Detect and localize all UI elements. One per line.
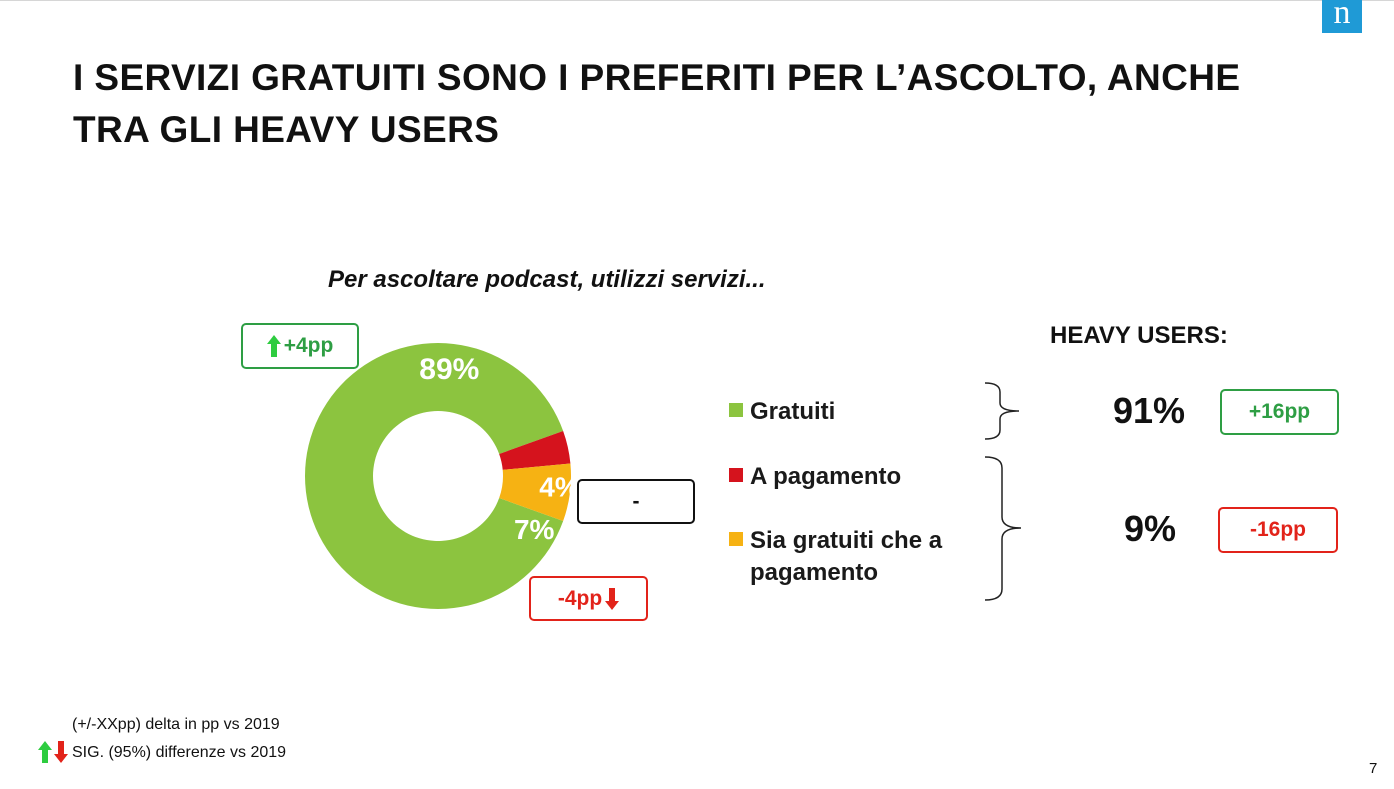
page-number: 7 <box>1369 760 1378 777</box>
chart-subtitle: Per ascoltare podcast, utilizzi servizi.… <box>328 266 766 293</box>
delta-sia-label: -4pp <box>557 586 603 610</box>
slice-sia <box>499 463 571 522</box>
legend-swatch-red <box>729 468 743 482</box>
legend-label-a-pagamento: A pagamento <box>750 463 902 490</box>
slice-label-sia: 7% <box>514 514 555 545</box>
legend-swatch-orange <box>729 532 743 546</box>
slice-gratuiti <box>305 343 564 609</box>
delta-sia-box: -4pp <box>529 576 648 621</box>
legend-swatch-green <box>729 403 743 417</box>
arrow-up-icon <box>266 335 281 357</box>
top-divider <box>0 0 1394 1</box>
heavy-gratuiti-delta-label: +16pp <box>1248 400 1311 423</box>
heavy-pagamento-pct: 9% <box>1124 508 1177 549</box>
legend-item-sia: Sia gratuiti che a pagamento <box>729 525 990 589</box>
heavy-pagamento-delta: -16pp <box>1218 507 1338 553</box>
legend-label-sia: Sia gratuiti che a pagamento <box>750 527 943 586</box>
sig-arrows-icon <box>38 741 68 763</box>
slice-label-a-pagamento: 4% <box>539 471 580 502</box>
heavy-users-heading: HEAVY USERS: <box>1050 322 1228 349</box>
slice-label-gratuiti: 89% <box>419 353 479 386</box>
footnote-delta: (+/-XXpp) delta in pp vs 2019 <box>72 716 280 733</box>
heavy-gratuiti-pct: 91% <box>1113 390 1186 431</box>
brand-logo: n <box>1322 0 1362 33</box>
delta-gratuiti-box: +4pp <box>241 323 359 369</box>
arrow-down-icon <box>605 587 620 610</box>
heavy-gratuiti-delta: +16pp <box>1220 389 1339 435</box>
footnote-sig: SIG. (95%) differenze vs 2019 <box>72 744 287 761</box>
legend-item-gratuiti: Gratuiti <box>729 396 990 428</box>
heavy-pagamento-delta-label: -16pp <box>1249 518 1306 541</box>
slice-a-pagamento <box>499 430 571 470</box>
delta-pagamento-label: - <box>632 489 640 513</box>
brace-gratuiti <box>984 382 1020 440</box>
delta-pagamento-box: - <box>577 479 695 524</box>
page-title: I SERVIZI GRATUITI SONO I PREFERITI PER … <box>73 57 1241 150</box>
brace-pagamento <box>984 456 1022 601</box>
delta-gratuiti-label: +4pp <box>283 334 334 357</box>
legend-label-gratuiti: Gratuiti <box>750 398 836 425</box>
legend-item-a-pagamento: A pagamento <box>729 461 990 493</box>
